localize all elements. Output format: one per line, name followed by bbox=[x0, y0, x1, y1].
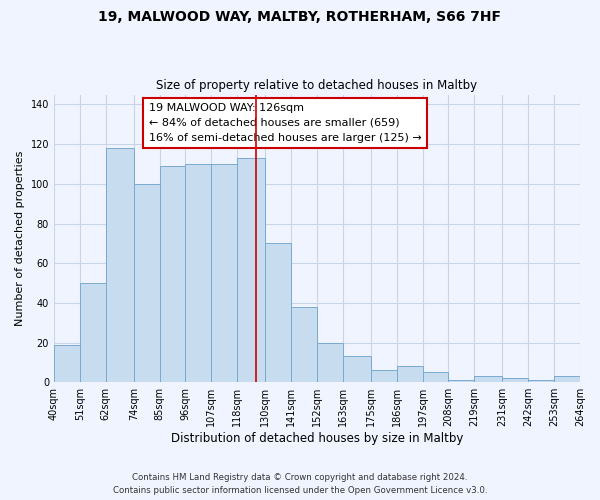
Bar bbox=[265, 244, 291, 382]
Bar bbox=[343, 356, 371, 382]
Bar bbox=[134, 184, 160, 382]
Bar bbox=[54, 344, 80, 382]
Bar bbox=[554, 376, 580, 382]
Bar bbox=[317, 342, 343, 382]
Bar bbox=[211, 164, 237, 382]
Bar bbox=[397, 366, 422, 382]
Bar bbox=[237, 158, 265, 382]
Bar bbox=[448, 380, 475, 382]
Text: Contains HM Land Registry data © Crown copyright and database right 2024.
Contai: Contains HM Land Registry data © Crown c… bbox=[113, 474, 487, 495]
Bar bbox=[160, 166, 185, 382]
Bar bbox=[80, 283, 106, 382]
Text: 19 MALWOOD WAY: 126sqm
← 84% of detached houses are smaller (659)
16% of semi-de: 19 MALWOOD WAY: 126sqm ← 84% of detached… bbox=[149, 103, 421, 143]
Bar bbox=[422, 372, 448, 382]
Bar bbox=[529, 380, 554, 382]
Bar bbox=[502, 378, 529, 382]
Y-axis label: Number of detached properties: Number of detached properties bbox=[15, 150, 25, 326]
Title: Size of property relative to detached houses in Maltby: Size of property relative to detached ho… bbox=[157, 79, 478, 92]
Bar bbox=[185, 164, 211, 382]
Bar bbox=[475, 376, 502, 382]
X-axis label: Distribution of detached houses by size in Maltby: Distribution of detached houses by size … bbox=[171, 432, 463, 445]
Bar bbox=[371, 370, 397, 382]
Text: 19, MALWOOD WAY, MALTBY, ROTHERHAM, S66 7HF: 19, MALWOOD WAY, MALTBY, ROTHERHAM, S66 … bbox=[98, 10, 502, 24]
Bar bbox=[106, 148, 134, 382]
Bar bbox=[291, 307, 317, 382]
